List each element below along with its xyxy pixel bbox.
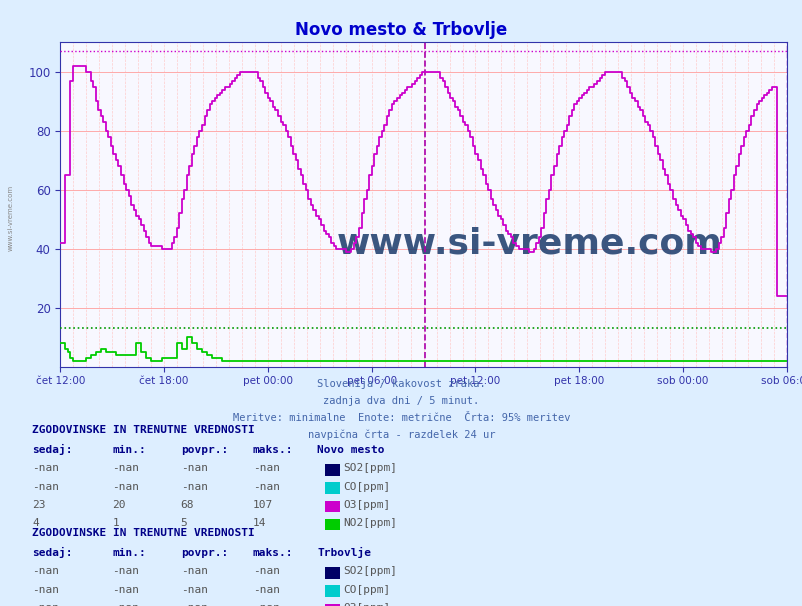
- Text: sedaj:: sedaj:: [32, 444, 72, 455]
- Text: -nan: -nan: [253, 464, 280, 473]
- Text: -nan: -nan: [180, 585, 208, 594]
- Text: -nan: -nan: [180, 567, 208, 576]
- Text: -nan: -nan: [32, 567, 59, 576]
- Text: 68: 68: [180, 500, 194, 510]
- Text: sedaj:: sedaj:: [32, 547, 72, 558]
- Text: www.si-vreme.com: www.si-vreme.com: [7, 185, 14, 251]
- Text: -nan: -nan: [253, 603, 280, 606]
- Text: -nan: -nan: [112, 482, 140, 491]
- Text: -nan: -nan: [180, 464, 208, 473]
- Text: navpična črta - razdelek 24 ur: navpična črta - razdelek 24 ur: [307, 430, 495, 440]
- Text: -nan: -nan: [180, 482, 208, 491]
- Text: -nan: -nan: [112, 464, 140, 473]
- Text: -nan: -nan: [253, 567, 280, 576]
- Text: 1: 1: [112, 518, 119, 528]
- Text: CO[ppm]: CO[ppm]: [343, 585, 391, 594]
- Text: -nan: -nan: [180, 603, 208, 606]
- Text: Meritve: minimalne  Enote: metrične  Črta: 95% meritev: Meritve: minimalne Enote: metrične Črta:…: [233, 413, 569, 423]
- Text: Novo mesto & Trbovlje: Novo mesto & Trbovlje: [295, 21, 507, 39]
- Text: 5: 5: [180, 518, 187, 528]
- Text: -nan: -nan: [32, 603, 59, 606]
- Text: SO2[ppm]: SO2[ppm]: [343, 464, 397, 473]
- Text: zadnja dva dni / 5 minut.: zadnja dva dni / 5 minut.: [323, 396, 479, 406]
- Text: CO[ppm]: CO[ppm]: [343, 482, 391, 491]
- Text: Novo mesto: Novo mesto: [317, 445, 384, 455]
- Text: -nan: -nan: [112, 603, 140, 606]
- Text: -nan: -nan: [253, 482, 280, 491]
- Text: SO2[ppm]: SO2[ppm]: [343, 567, 397, 576]
- Text: min.:: min.:: [112, 548, 146, 558]
- Text: 14: 14: [253, 518, 266, 528]
- Text: NO2[ppm]: NO2[ppm]: [343, 518, 397, 528]
- Text: min.:: min.:: [112, 445, 146, 455]
- Text: -nan: -nan: [112, 585, 140, 594]
- Text: O3[ppm]: O3[ppm]: [343, 603, 391, 606]
- Text: povpr.:: povpr.:: [180, 548, 228, 558]
- Text: -nan: -nan: [253, 585, 280, 594]
- Text: -nan: -nan: [32, 464, 59, 473]
- Text: maks.:: maks.:: [253, 548, 293, 558]
- Text: ZGODOVINSKE IN TRENUTNE VREDNOSTI: ZGODOVINSKE IN TRENUTNE VREDNOSTI: [32, 528, 254, 538]
- Text: maks.:: maks.:: [253, 445, 293, 455]
- Text: -nan: -nan: [112, 567, 140, 576]
- Text: povpr.:: povpr.:: [180, 445, 228, 455]
- Text: Slovenija / kakovost zraka.: Slovenija / kakovost zraka.: [317, 379, 485, 389]
- Text: Trbovlje: Trbovlje: [317, 547, 371, 558]
- Text: www.si-vreme.com: www.si-vreme.com: [336, 227, 721, 261]
- Text: 23: 23: [32, 500, 46, 510]
- Text: ZGODOVINSKE IN TRENUTNE VREDNOSTI: ZGODOVINSKE IN TRENUTNE VREDNOSTI: [32, 425, 254, 435]
- Text: 107: 107: [253, 500, 273, 510]
- Text: O3[ppm]: O3[ppm]: [343, 500, 391, 510]
- Text: -nan: -nan: [32, 482, 59, 491]
- Text: 4: 4: [32, 518, 38, 528]
- Text: -nan: -nan: [32, 585, 59, 594]
- Text: 20: 20: [112, 500, 126, 510]
